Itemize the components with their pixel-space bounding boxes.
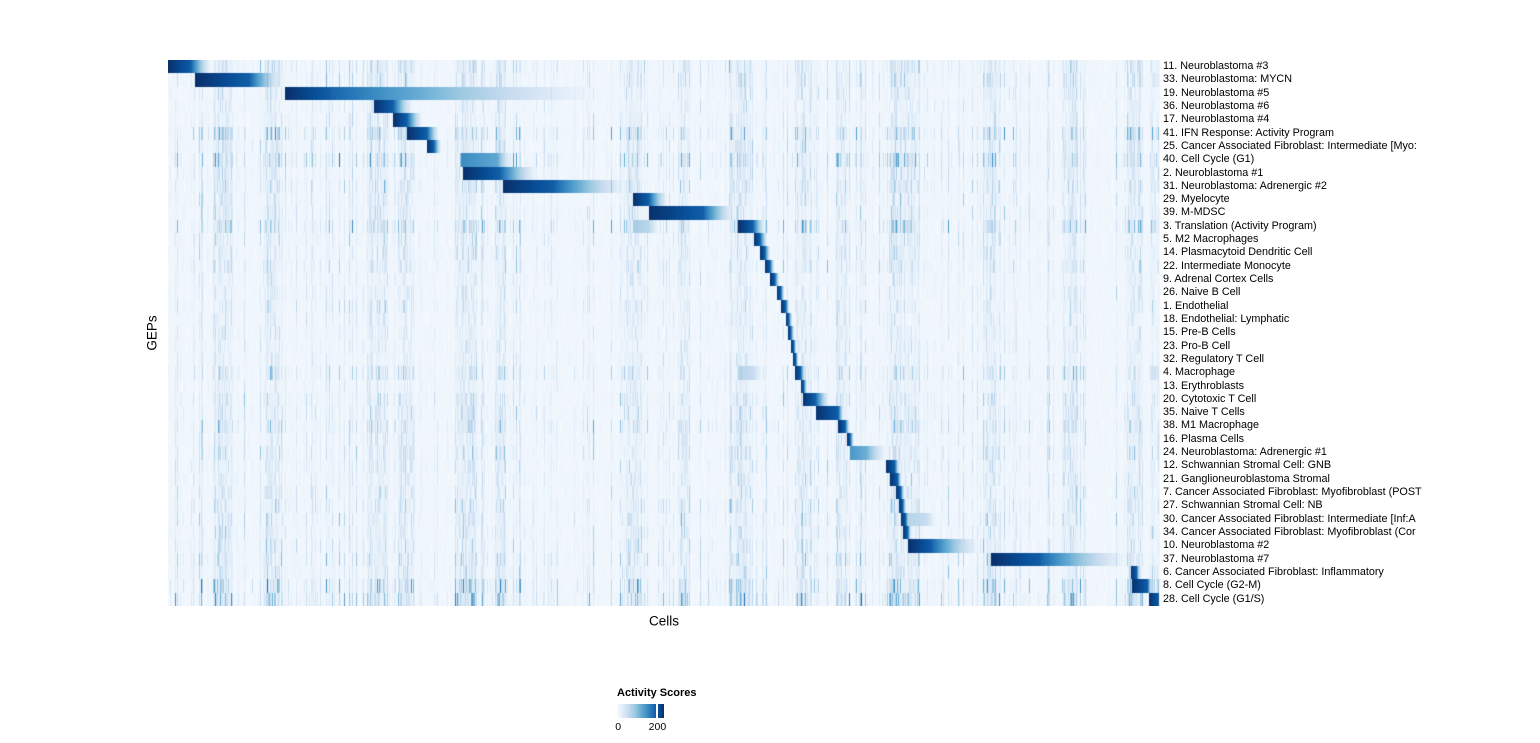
legend-colorbar — [617, 704, 664, 718]
gep-row-label: 31. Neuroblastoma: Adrenergic #2 — [1163, 179, 1327, 192]
gep-row-label: 7. Cancer Associated Fibroblast: Myofibr… — [1163, 486, 1422, 498]
gep-row-label: 3. Translation (Activity Program) — [1163, 219, 1317, 232]
gep-row-label: 23. Pro-B Cell — [1163, 339, 1231, 352]
y-axis-label: GEPs — [144, 315, 160, 351]
gep-row-label: 20. Cytotoxic T Cell — [1163, 392, 1257, 405]
gep-row-label: 30. Cancer Associated Fibroblast: Interm… — [1163, 512, 1416, 525]
gep-row-label: 2. Neuroblastoma #1 — [1163, 166, 1264, 179]
gep-row-label: 12. Schwannian Stromal Cell: GNB — [1163, 459, 1332, 472]
legend-title: Activity Scores — [617, 687, 697, 699]
gep-row-label: 8. Cell Cycle (G2-M) — [1163, 579, 1261, 592]
gep-row-label: 25. Cancer Associated Fibroblast: Interm… — [1163, 139, 1417, 152]
heatmap-canvas — [168, 60, 1160, 606]
legend-min-label: 0 — [615, 721, 622, 733]
gep-row-label: 24. Neuroblastoma: Adrenergic #1 — [1163, 446, 1327, 459]
gep-row-label: 38. M1 Macrophage — [1163, 419, 1260, 432]
legend-tick-mark — [656, 704, 659, 718]
gep-row-label: 13. Erythroblasts — [1163, 379, 1245, 392]
gep-row-label: 26. Naive B Cell — [1163, 286, 1241, 299]
gep-row-label: 4. Macrophage — [1163, 366, 1236, 379]
legend: Activity Scores 0 200 — [615, 687, 757, 733]
gep-row-label: 15. Pre-B Cells — [1163, 326, 1236, 339]
gep-row-label: 17. Neuroblastoma #4 — [1163, 113, 1270, 126]
gep-row-label: 39. M-MDSC — [1163, 206, 1226, 219]
gep-row-label: 1. Endothelial — [1163, 299, 1229, 312]
gep-row-label: 28. Cell Cycle (G1/S) — [1163, 592, 1265, 605]
gep-row-label: 9. Adrenal Cortex Cells — [1163, 273, 1274, 285]
gep-row-label: 36. Neuroblastoma #6 — [1163, 99, 1270, 112]
legend-tick-label: 200 — [648, 721, 667, 733]
legend-labels: 0 200 — [615, 721, 757, 733]
gep-row-label: 41. IFN Response: Activity Program — [1163, 126, 1335, 139]
gep-row-label: 40. Cell Cycle (G1) — [1163, 153, 1255, 166]
gep-row-label: 21. Ganglioneuroblastoma Stromal — [1163, 472, 1330, 485]
gep-row-label: 10. Neuroblastoma #2 — [1163, 539, 1270, 552]
gep-row-label: 6. Cancer Associated Fibroblast: Inflamm… — [1163, 565, 1384, 578]
gep-row-label: 11. Neuroblastoma #3 — [1163, 60, 1269, 72]
gep-row-label: 18. Endothelial: Lymphatic — [1163, 312, 1290, 325]
gep-row-label: 5. M2 Macrophages — [1163, 233, 1259, 246]
gep-row-labels: 11. Neuroblastoma #3 33. Neuroblastoma: M… — [1163, 60, 1422, 606]
gep-row-label: 34. Cancer Associated Fibroblast: Myofib… — [1163, 525, 1416, 538]
gep-row-label: 29. Myelocyte — [1163, 193, 1230, 206]
gep-row-label: 33. Neuroblastoma: MYCN — [1163, 73, 1293, 86]
gep-row-label: 16. Plasma Cells — [1163, 432, 1245, 445]
x-axis-label: Cells — [648, 613, 680, 629]
gep-row-label: 19. Neuroblastoma #5 — [1163, 86, 1270, 99]
gep-row-label: 14. Plasmacytoid Dendritic Cell — [1163, 246, 1313, 259]
gep-row-label: 37. Neuroblastoma #7 — [1163, 552, 1270, 565]
gep-row-label: 32. Regulatory T Cell — [1163, 352, 1265, 365]
gep-row-label: 27. Schwannian Stromal Cell: NB — [1163, 499, 1323, 512]
gep-row-label: 35. Naive T Cells — [1163, 406, 1245, 419]
gep-row-label: 22. Intermediate Monocyte — [1163, 259, 1291, 272]
